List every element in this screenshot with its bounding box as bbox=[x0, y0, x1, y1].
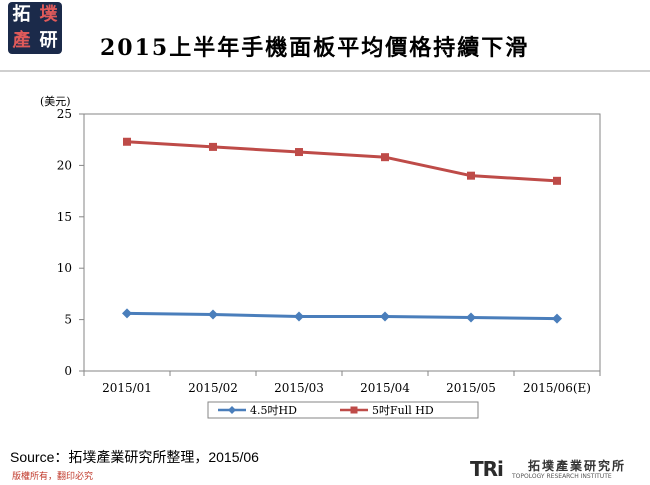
header-bar: 拓 墣 產 研 2015上半年手機面板平均價格持續下滑 bbox=[0, 0, 650, 72]
x-tick-label: 2015/05 bbox=[446, 381, 496, 395]
data-point bbox=[209, 142, 217, 151]
y-tick-label: 10 bbox=[57, 261, 72, 275]
footer-logo-english: TOPOLOGY RESEARCH INSTITUTE bbox=[512, 473, 612, 480]
data-point bbox=[295, 148, 303, 157]
data-point bbox=[208, 309, 218, 320]
logo-char-3: 產 bbox=[12, 30, 31, 51]
y-tick-label: 15 bbox=[57, 210, 72, 224]
data-point bbox=[380, 311, 390, 322]
y-axis-unit-label: (美元) bbox=[40, 95, 71, 108]
logo-char-2: 墣 bbox=[39, 4, 58, 25]
x-tick-label: 2015/02 bbox=[188, 381, 238, 395]
y-tick-label: 0 bbox=[64, 364, 72, 378]
data-point bbox=[552, 313, 562, 324]
y-tick-label: 20 bbox=[57, 158, 72, 172]
logo: 拓 墣 產 研 bbox=[8, 2, 62, 54]
line-chart: 0 5 10 15 20 25 2015/01 2015/02 2015/03 2015/04 20… bbox=[57, 107, 601, 419]
data-point bbox=[467, 171, 475, 180]
legend-entry-label: 4.5吋HD bbox=[250, 404, 297, 417]
x-tick-label: 2015/06(E) bbox=[523, 381, 591, 395]
series-line-1 bbox=[126, 311, 558, 321]
footer-logo-mark: TRi bbox=[470, 457, 504, 481]
footer-logo-name: 拓墣產業研究所 bbox=[528, 459, 627, 473]
y-tick-label: 25 bbox=[57, 107, 72, 121]
x-tick-label: 2015/03 bbox=[274, 381, 324, 395]
data-point bbox=[123, 137, 131, 146]
data-point bbox=[381, 153, 389, 162]
source-note: Source：拓墣產業研究所整理，2015/06 bbox=[10, 449, 259, 465]
series-line-2 bbox=[126, 140, 558, 183]
legend-marker bbox=[350, 406, 358, 414]
x-tick-label: 2015/04 bbox=[360, 381, 410, 395]
legend-entry-label: 5吋Full HD bbox=[372, 404, 434, 417]
logo-char-1: 拓 bbox=[12, 4, 31, 25]
title-divider bbox=[0, 70, 650, 72]
plot-area bbox=[83, 113, 601, 372]
data-point bbox=[553, 176, 561, 185]
x-tick-label: 2015/01 bbox=[102, 381, 152, 395]
copyright-note: 版權所有，翻印必究 bbox=[12, 472, 94, 482]
footer-logo: TRi 拓墣產業研究所 TOPOLOGY RESEARCH INSTITUTE bbox=[470, 457, 645, 483]
data-point bbox=[122, 308, 132, 319]
data-point bbox=[466, 312, 476, 323]
page-title: 2015上半年手機面板平均價格持續下滑 bbox=[100, 35, 530, 61]
legend-marker bbox=[228, 406, 236, 414]
logo-char-4: 研 bbox=[39, 30, 58, 51]
data-point bbox=[294, 311, 304, 322]
y-tick-label: 5 bbox=[64, 313, 72, 327]
